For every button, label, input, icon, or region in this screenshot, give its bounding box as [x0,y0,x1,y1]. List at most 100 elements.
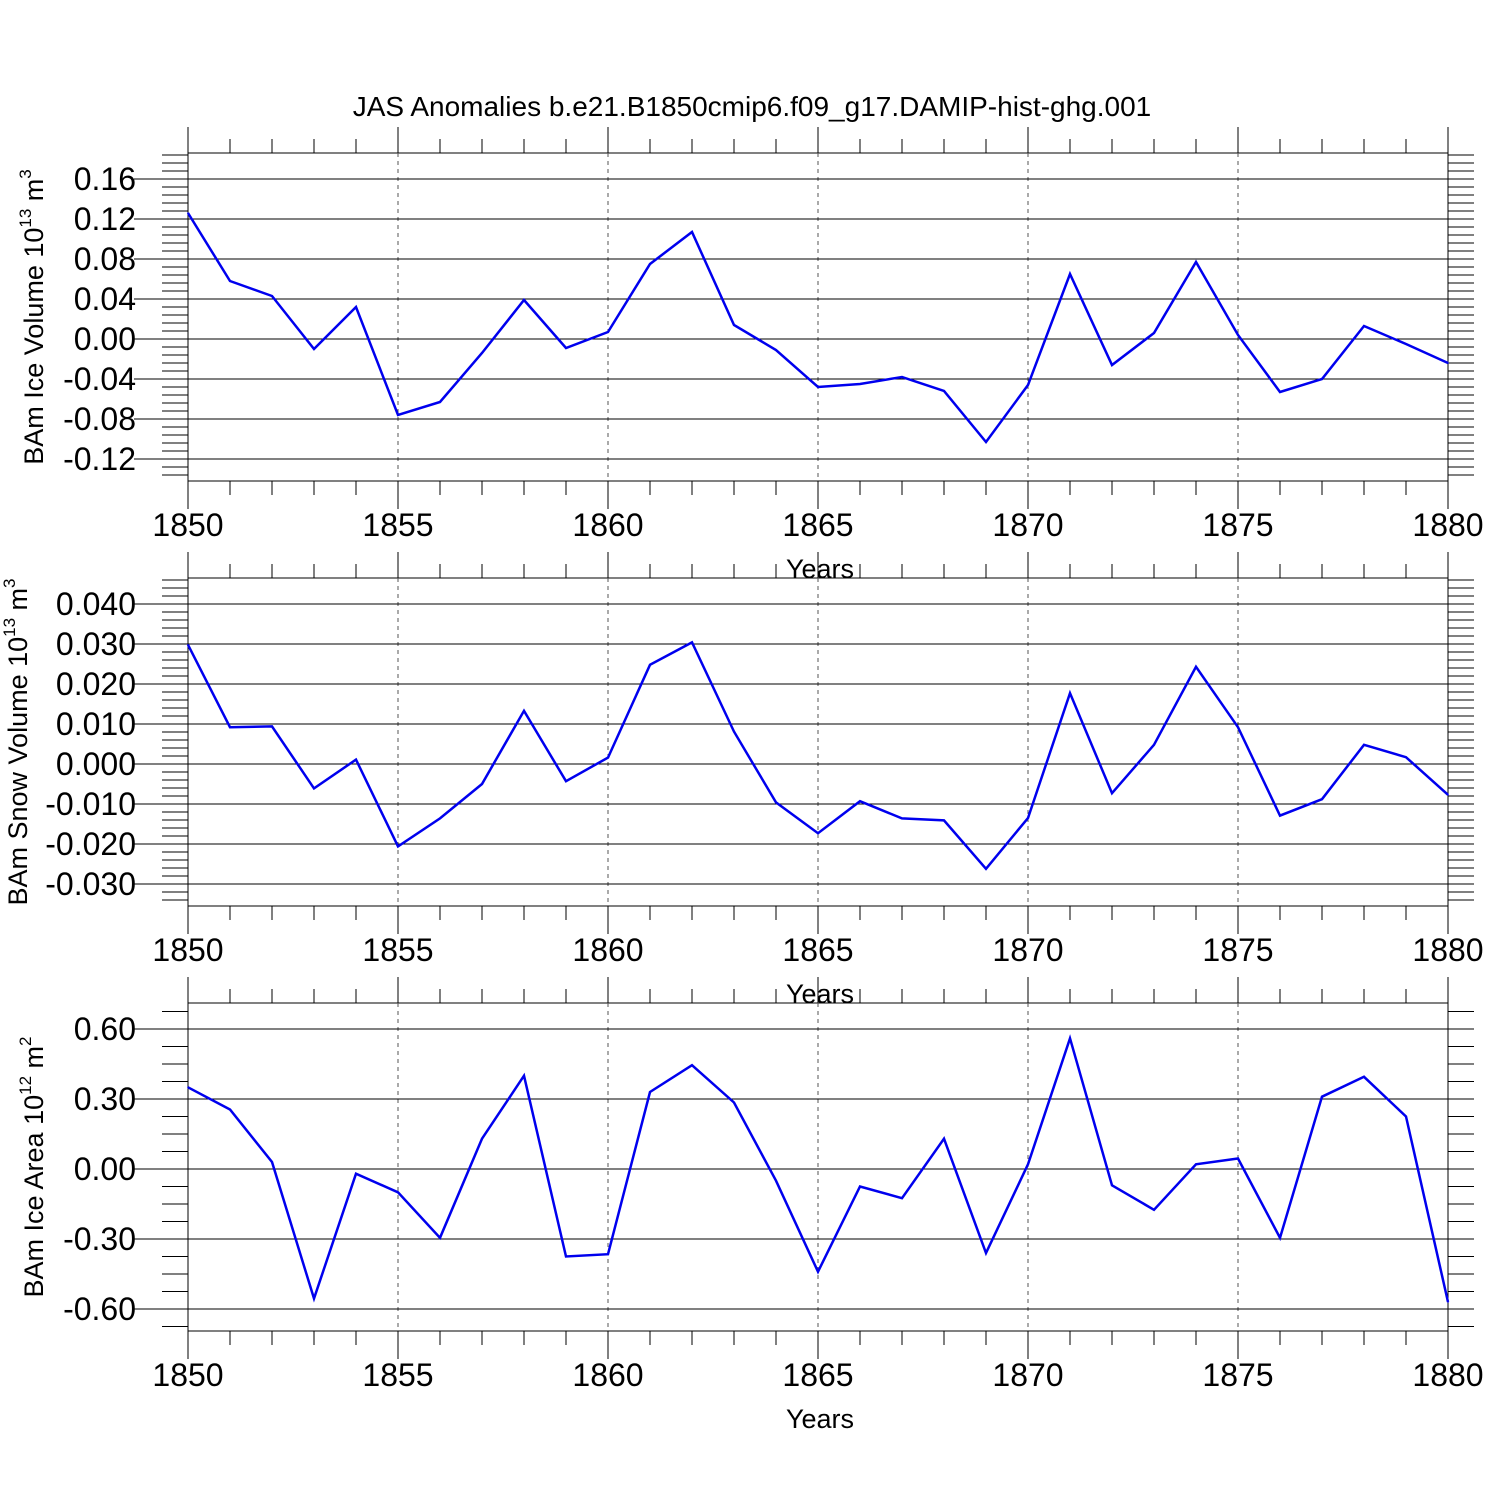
data-point [355,306,357,308]
data-point [649,263,651,265]
y-tick-label: 0.60 [74,1011,136,1047]
data-point [775,801,777,804]
data-point [649,1091,651,1093]
y-label-part: BAm Snow Volume 10 [3,637,33,906]
data-point [1153,1209,1155,1211]
y-tick-label: -0.020 [45,826,136,862]
data-point [439,817,441,820]
data-point [1447,362,1449,364]
y-tick-label: 0.040 [56,586,136,622]
x-tick-label: 1850 [152,507,223,543]
data-point [691,641,693,644]
data-point [397,845,399,848]
x-tick-label: 1855 [362,507,433,543]
y-tick-label: 0.04 [74,281,136,317]
data-point [271,725,273,728]
data-point [1027,384,1029,386]
y-axis-label: BAm Snow Volume 1013 m3 [0,578,33,905]
y-label-part: m [19,1046,49,1076]
y-tick-label: 0.00 [74,1151,136,1187]
data-point [313,787,315,790]
y-tick-label: -0.010 [45,786,136,822]
y-label-part: BAm Ice Area 10 [19,1095,49,1298]
data-point [481,352,483,354]
x-tick-label: 1850 [152,932,223,968]
x-tick-label: 1870 [992,1357,1063,1393]
data-point [1279,391,1281,393]
y-label-superscript: 2 [16,1037,35,1046]
x-tick-label: 1880 [1412,932,1483,968]
data-point [901,376,903,378]
data-point [691,231,693,233]
figure-title: JAS Anomalies b.e21.B1850cmip6.f09_g17.D… [353,91,1151,122]
data-point [733,1101,735,1104]
y-tick-label: 0.08 [74,241,136,277]
data-point [1447,794,1449,796]
y-label-superscript: 3 [0,578,19,587]
y-tick-label: 0.30 [74,1081,136,1117]
data-point [565,347,567,349]
data-point [439,1237,441,1239]
data-point [943,1137,945,1140]
data-point [859,1185,861,1188]
y-tick-label: -0.30 [63,1221,136,1257]
data-point [1111,1184,1113,1187]
data-point [1027,1163,1029,1166]
data-point [1321,798,1323,800]
data-point [1405,343,1407,345]
data-point [229,1108,231,1111]
data-point [1363,325,1365,327]
x-axis-label: Years [786,554,854,584]
y-tick-label: -0.60 [63,1291,136,1327]
data-point [523,299,525,301]
data-point [523,1074,525,1077]
x-tick-label: 1870 [992,507,1063,543]
data-point [1279,814,1281,817]
data-point [523,710,525,712]
y-tick-label: -0.08 [63,401,136,437]
data-point [817,386,819,388]
data-point [1447,1301,1449,1303]
y-label-superscript: 12 [16,1076,35,1095]
data-point [985,441,987,443]
data-point [187,1086,189,1089]
data-point [1237,1157,1239,1160]
data-point [1153,332,1155,334]
data-point [1069,692,1071,694]
panel-3: 1850 1855 1860 1865 1870 1875 1880 -0.60 -0.30 0.… [16,977,1484,1434]
x-axis-label: Years [786,979,854,1009]
x-tick-label: 1865 [782,1357,853,1393]
data-point [313,1297,315,1300]
data-point [1195,666,1197,668]
data-point [481,783,483,785]
data-point [985,868,987,870]
data-point [271,1161,273,1163]
data-point [775,349,777,351]
data-point [817,1270,819,1273]
x-tick-label: 1865 [782,507,853,543]
data-point [775,1179,777,1182]
data-point [1069,273,1071,275]
x-tick-label: 1860 [572,1357,643,1393]
data-point [481,1137,483,1140]
x-tick-label: 1855 [362,1357,433,1393]
y-tick-label: -0.04 [63,361,136,397]
x-tick-label: 1855 [362,932,433,968]
data-point [691,1064,693,1066]
series-line [186,212,1449,445]
y-tick-label: 0.12 [74,201,136,237]
data-point [229,280,231,282]
data-point [355,1172,357,1175]
data-point [943,390,945,392]
data-point [397,1191,399,1194]
data-point [313,348,315,350]
x-axis-label: Years [786,1404,854,1434]
x-tick-label: 1860 [572,932,643,968]
data-point [943,819,945,822]
x-tick-label: 1880 [1412,507,1483,543]
y-label-superscript: 13 [16,209,35,228]
y-tick-label: 0.020 [56,666,136,702]
y-tick-label: 0.000 [56,746,136,782]
panels: 1850 1855 1860 1865 1870 1875 1880 -0.12 -0.08 -0… [0,127,1484,1434]
data-point [271,295,273,297]
